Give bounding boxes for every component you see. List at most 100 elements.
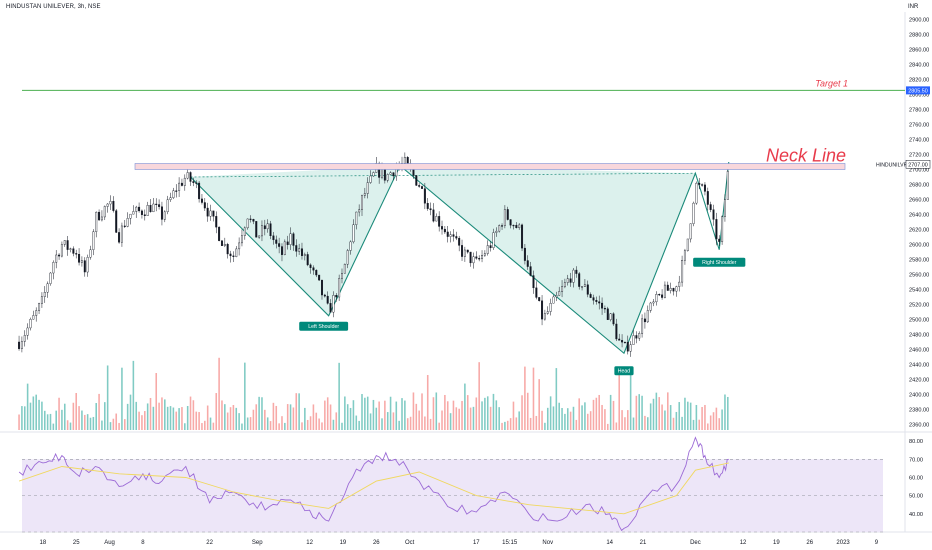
candle-body — [683, 250, 686, 261]
candle-body — [575, 269, 578, 274]
candle-body — [338, 278, 341, 298]
volume-bar — [324, 400, 326, 430]
candle-body — [421, 186, 424, 189]
volume-bar — [43, 410, 46, 430]
time-tick-label: Nov — [542, 540, 553, 546]
volume-bar — [112, 418, 115, 430]
candle-body — [60, 244, 63, 257]
volume-bar — [524, 366, 526, 430]
volume-bar — [246, 417, 249, 430]
candle-body — [695, 182, 698, 204]
price-tick-label: 2460.00 — [909, 348, 929, 354]
volume-bar — [526, 392, 529, 430]
candle-body — [589, 294, 592, 298]
volume-bar — [23, 406, 26, 430]
volume-bar — [404, 400, 406, 430]
volume-bar — [475, 397, 478, 430]
candle-body — [629, 344, 632, 352]
price-tick-label: 2480.00 — [909, 333, 929, 339]
time-tick-label: 8 — [141, 540, 145, 546]
volume-bar — [401, 398, 403, 430]
volume-bar — [592, 399, 595, 430]
candle-body — [658, 294, 661, 296]
candle-body — [521, 224, 524, 249]
volume-bar — [135, 401, 138, 430]
candle-body — [175, 190, 178, 192]
candle-body — [189, 172, 192, 182]
volume-bar — [366, 396, 369, 430]
candle-body — [595, 300, 598, 302]
candle-body — [523, 247, 526, 261]
volume-bar — [721, 409, 723, 430]
candle-body — [341, 273, 343, 279]
volume-bar — [352, 400, 355, 430]
candle-body — [146, 205, 149, 216]
volume-bar — [635, 395, 638, 430]
volume-bar — [698, 419, 701, 430]
candle-body — [412, 168, 415, 176]
candle-body — [703, 184, 706, 192]
volume-bar — [678, 402, 681, 430]
volume-bar — [35, 394, 37, 430]
candle-body — [295, 245, 298, 252]
candle-body — [138, 206, 141, 212]
candle-body — [329, 303, 332, 313]
volume-bar — [555, 368, 558, 430]
price-tick-label: 2860.00 — [909, 48, 929, 54]
candle-body — [280, 246, 283, 255]
volume-bar — [384, 400, 386, 430]
price-tick-label: 2500.00 — [909, 318, 929, 324]
volume-bar — [624, 417, 626, 430]
head-tag: Head — [614, 366, 634, 376]
volume-bar — [446, 401, 449, 430]
volume-bar — [364, 397, 366, 430]
volume-bar — [669, 405, 672, 430]
volume-bar — [235, 407, 238, 430]
volume-bar — [21, 406, 23, 430]
volume-bar — [264, 409, 266, 430]
volume-bar — [226, 412, 229, 430]
candle-body — [140, 210, 143, 215]
candle-body — [666, 284, 669, 291]
candle-body — [369, 175, 372, 183]
volume-bar — [29, 402, 32, 430]
right-shoulder-tag-bg — [693, 257, 746, 267]
volume-bar — [412, 392, 415, 430]
candle-body — [106, 203, 109, 207]
volume-bar — [561, 408, 563, 430]
candle-body — [498, 225, 501, 232]
candle-body — [112, 201, 115, 211]
volume-bar — [629, 374, 632, 430]
time-axis: 18 25 Aug 8 22 Sep 12 19 26 Oct 17 15:15 Nov 14 21 Dec 1… — [40, 540, 879, 546]
candle-body — [601, 302, 604, 309]
candle-body — [269, 223, 272, 237]
candle-body — [229, 253, 232, 257]
candle-body — [455, 236, 458, 239]
volume-bar — [535, 415, 538, 430]
candle-body — [706, 191, 709, 205]
candle-body — [300, 248, 303, 256]
candle-body — [318, 274, 321, 281]
candle-body — [626, 342, 629, 352]
candle-body — [543, 313, 546, 320]
volume-bar — [144, 411, 146, 430]
price-tick-label: 2440.00 — [909, 363, 929, 369]
candle-body — [469, 251, 472, 264]
volume-bar — [715, 407, 718, 430]
volume-bar — [72, 402, 75, 430]
time-tick-label: 26 — [806, 540, 813, 546]
volume-bar — [215, 393, 218, 430]
candle-body — [452, 234, 455, 237]
candle-body — [646, 310, 649, 323]
volume-bar — [155, 373, 158, 430]
candle-body — [35, 310, 38, 316]
candle-body — [275, 239, 278, 244]
candle-body — [120, 225, 123, 243]
volume-bar — [672, 417, 675, 430]
volume-bar — [612, 400, 615, 430]
time-tick-label: 17 — [473, 540, 480, 546]
candle-body — [581, 286, 584, 288]
candle-body — [586, 284, 589, 295]
candle-body — [109, 201, 112, 205]
